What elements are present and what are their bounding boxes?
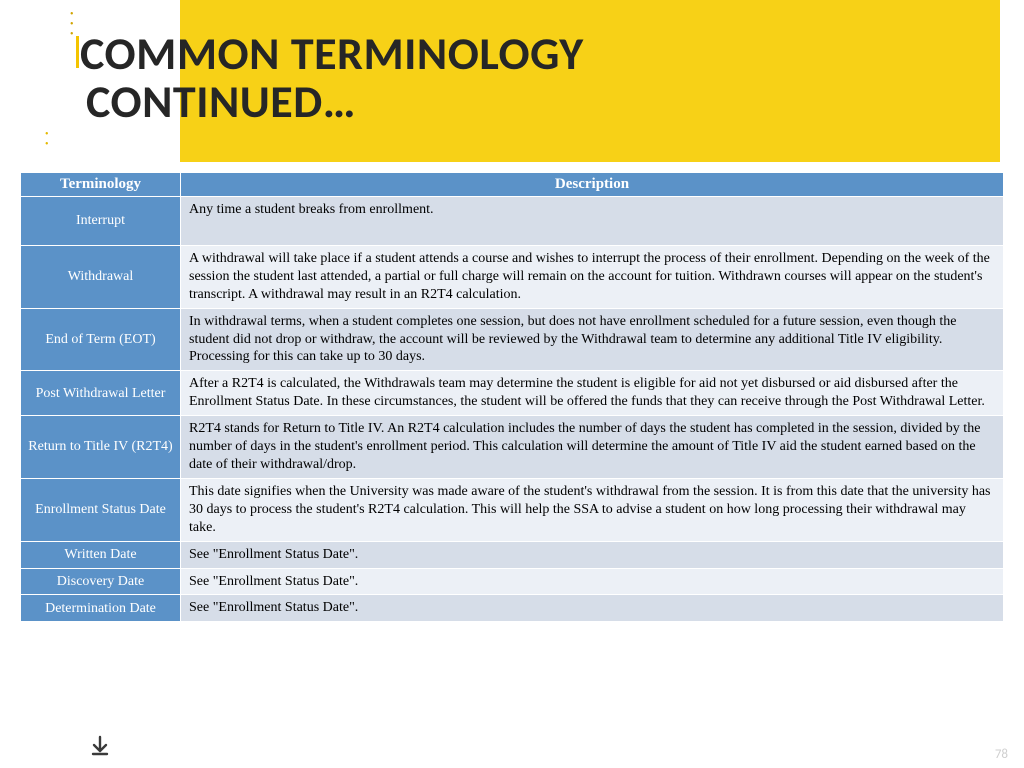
description-cell: Any time a student breaks from enrollmen…: [181, 197, 1004, 246]
term-cell: Discovery Date: [21, 568, 181, 595]
slide: ••• •• COMMON TERMINOLOGY CONTINUED… Ter…: [0, 0, 1024, 768]
table-row: WithdrawalA withdrawal will take place i…: [21, 245, 1004, 308]
term-cell: Interrupt: [21, 197, 181, 246]
table-row: Discovery DateSee "Enrollment Status Dat…: [21, 568, 1004, 595]
description-cell: A withdrawal will take place if a studen…: [181, 245, 1004, 308]
term-cell: Return to Title IV (R2T4): [21, 416, 181, 479]
title-line2: CONTINUED…: [80, 78, 584, 126]
terminology-table: Terminology Description InterruptAny tim…: [20, 172, 1004, 622]
title-accent-bar: [76, 36, 79, 68]
term-cell: Post Withdrawal Letter: [21, 371, 181, 416]
table-row: InterruptAny time a student breaks from …: [21, 197, 1004, 246]
slide-title: COMMON TERMINOLOGY CONTINUED…: [80, 30, 584, 127]
term-cell: Determination Date: [21, 595, 181, 622]
decorative-dots-icon: ••: [45, 130, 53, 150]
table-row: End of Term (EOT)In withdrawal terms, wh…: [21, 308, 1004, 371]
col-header-description: Description: [181, 173, 1004, 197]
description-cell: In withdrawal terms, when a student comp…: [181, 308, 1004, 371]
term-cell: Withdrawal: [21, 245, 181, 308]
down-arrow-icon: [88, 734, 112, 758]
table-row: Return to Title IV (R2T4)R2T4 stands for…: [21, 416, 1004, 479]
col-header-terminology: Terminology: [21, 173, 181, 197]
page-number: 78: [995, 747, 1008, 762]
description-cell: This date signifies when the University …: [181, 478, 1004, 541]
terminology-table-container: Terminology Description InterruptAny tim…: [20, 172, 1004, 622]
table-row: Written DateSee "Enrollment Status Date"…: [21, 541, 1004, 568]
term-cell: Enrollment Status Date: [21, 478, 181, 541]
description-cell: After a R2T4 is calculated, the Withdraw…: [181, 371, 1004, 416]
table-row: Determination DateSee "Enrollment Status…: [21, 595, 1004, 622]
table-row: Post Withdrawal LetterAfter a R2T4 is ca…: [21, 371, 1004, 416]
table-header-row: Terminology Description: [21, 173, 1004, 197]
term-cell: Written Date: [21, 541, 181, 568]
table-row: Enrollment Status DateThis date signifie…: [21, 478, 1004, 541]
description-cell: See "Enrollment Status Date".: [181, 541, 1004, 568]
description-cell: See "Enrollment Status Date".: [181, 595, 1004, 622]
description-cell: R2T4 stands for Return to Title IV. An R…: [181, 416, 1004, 479]
term-cell: End of Term (EOT): [21, 308, 181, 371]
description-cell: See "Enrollment Status Date".: [181, 568, 1004, 595]
